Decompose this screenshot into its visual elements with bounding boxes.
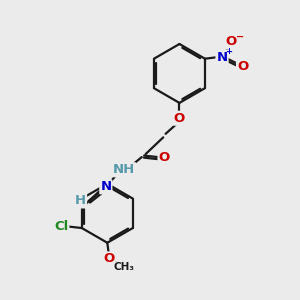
Text: O: O bbox=[174, 112, 185, 125]
Text: O: O bbox=[226, 35, 237, 48]
Text: O: O bbox=[237, 60, 248, 73]
Text: O: O bbox=[158, 151, 170, 164]
Text: +: + bbox=[225, 47, 232, 56]
Text: H: H bbox=[75, 194, 86, 207]
Text: N: N bbox=[100, 180, 111, 193]
Text: CH₃: CH₃ bbox=[114, 262, 135, 272]
Text: Cl: Cl bbox=[54, 220, 68, 233]
Text: −: − bbox=[236, 32, 244, 42]
Text: O: O bbox=[103, 252, 114, 266]
Text: NH: NH bbox=[113, 163, 135, 176]
Text: N: N bbox=[217, 51, 228, 64]
